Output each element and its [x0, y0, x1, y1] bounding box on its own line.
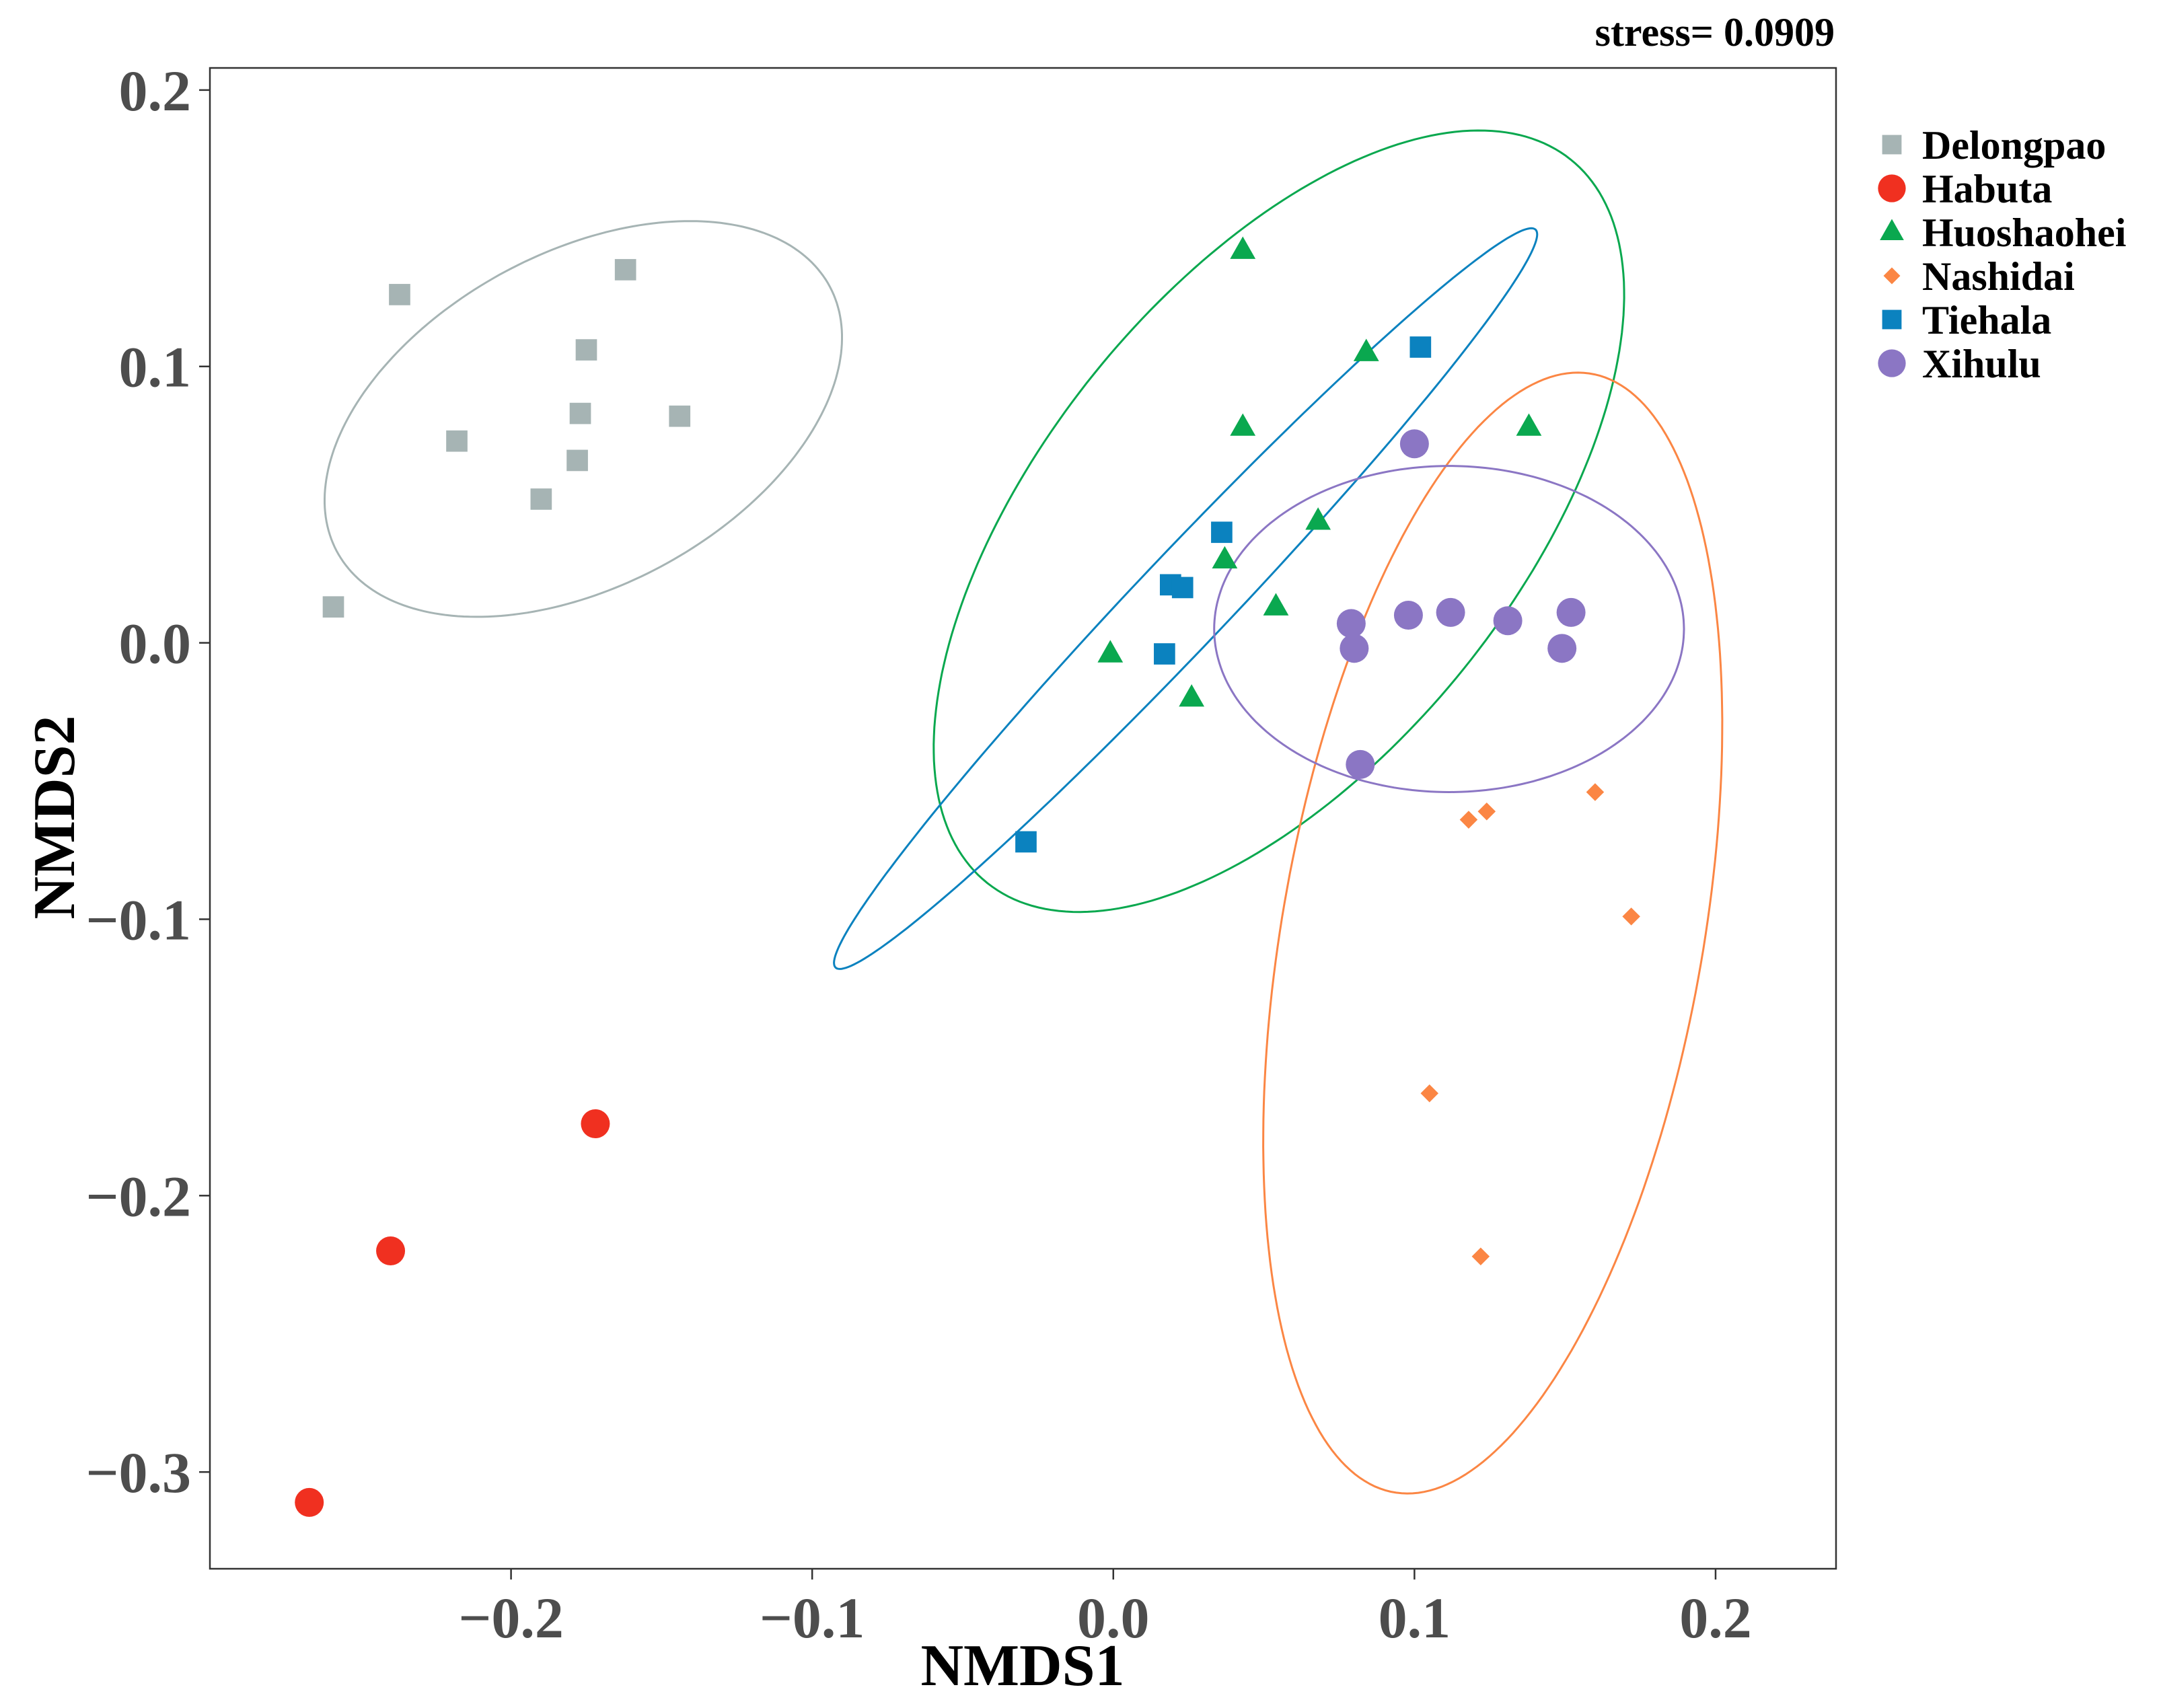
legend-label: Tiehala	[1922, 298, 2051, 342]
point-xihulu	[1556, 597, 1586, 627]
stress-annotation: stress= 0.0909	[1595, 10, 1835, 54]
legend-label: Delongpao	[1922, 123, 2106, 168]
point-tiehala	[1211, 521, 1233, 544]
legend-key-habuta	[1878, 174, 1906, 202]
point-nashidai	[1471, 1247, 1490, 1265]
point-habuta	[295, 1487, 324, 1517]
point-huoshaohei	[1305, 507, 1331, 530]
point-xihulu	[1346, 749, 1375, 779]
point-nashidai	[1420, 1084, 1439, 1103]
legend-item-habuta: Habuta	[1878, 167, 2052, 211]
x-tick-label: −0.1	[760, 1586, 865, 1650]
point-huoshaohei	[1097, 640, 1124, 663]
legend-item-huoshaohei: Huoshaohei	[1880, 211, 2126, 255]
point-delongpao	[566, 449, 588, 472]
point-nashidai	[1586, 783, 1605, 801]
legend-label: Huoshaohei	[1922, 211, 2126, 255]
x-axis-title: NMDS1	[920, 1633, 1124, 1699]
plot-panel-border	[209, 67, 1837, 1570]
point-delongpao	[389, 284, 410, 305]
y-axis-title: NMDS2	[22, 715, 87, 919]
legend-item-tiehala: Tiehala	[1882, 298, 2051, 342]
legend-key-huoshaohei	[1880, 219, 1904, 240]
point-huoshaohei	[1230, 413, 1256, 436]
point-tiehala	[1171, 577, 1194, 599]
legend-item-delongpao: Delongpao	[1882, 123, 2106, 168]
point-xihulu	[1340, 634, 1369, 663]
ellipse-xihulu	[1213, 465, 1685, 794]
point-nashidai	[1459, 811, 1478, 829]
ellipse-tiehala	[833, 227, 1539, 970]
point-delongpao	[669, 405, 691, 427]
point-xihulu	[1336, 609, 1366, 638]
point-huoshaohei	[1516, 413, 1542, 436]
y-tick-label: −0.2	[85, 1164, 191, 1228]
point-delongpao	[530, 488, 552, 510]
point-xihulu	[1547, 634, 1577, 663]
point-delongpao	[446, 430, 468, 452]
point-habuta	[581, 1109, 610, 1139]
point-xihulu	[1493, 606, 1523, 636]
point-delongpao	[322, 596, 344, 618]
point-delongpao	[575, 339, 597, 361]
point-delongpao	[614, 259, 636, 281]
x-tick-label: 0.1	[1379, 1586, 1451, 1650]
legend-key-xihulu	[1878, 349, 1906, 377]
point-tiehala	[1154, 643, 1175, 665]
y-tick-label: 0.1	[119, 335, 192, 400]
legend-key-nashidai	[1883, 267, 1901, 285]
point-delongpao	[569, 402, 591, 424]
point-huoshaohei	[1263, 593, 1289, 616]
point-huoshaohei	[1230, 236, 1256, 259]
y-tick-label: −0.1	[85, 887, 191, 952]
x-tick-label: 0.2	[1679, 1586, 1752, 1650]
y-tick-label: −0.3	[85, 1440, 191, 1505]
point-nashidai	[1622, 907, 1640, 926]
x-tick-label: −0.2	[458, 1586, 564, 1650]
point-huoshaohei	[1179, 684, 1205, 707]
legend-key-tiehala	[1882, 309, 1902, 330]
ellipse-delongpao	[324, 220, 843, 618]
point-huoshaohei	[1353, 338, 1379, 361]
point-nashidai	[1477, 802, 1496, 821]
legend-key-delongpao	[1882, 135, 1902, 155]
y-tick-label: 0.0	[119, 611, 192, 676]
point-huoshaohei	[1212, 546, 1238, 568]
point-xihulu	[1399, 429, 1429, 459]
point-xihulu	[1393, 601, 1423, 630]
y-tick-label: 0.2	[119, 59, 192, 123]
point-habuta	[376, 1236, 406, 1266]
legend-label: Nashidai	[1922, 254, 2075, 299]
points-layer	[295, 236, 1640, 1517]
legend-label: Habuta	[1922, 167, 2052, 211]
point-tiehala	[1409, 336, 1432, 358]
x-tick-label: 0.0	[1077, 1586, 1150, 1650]
legend-item-nashidai: Nashidai	[1883, 254, 2075, 299]
point-xihulu	[1436, 597, 1465, 627]
legend: DelongpaoHabutaHuoshaoheiNashidaiTiehala…	[1878, 123, 2126, 386]
ellipse-huoshaohei	[932, 129, 1625, 914]
legend-label: Xihulu	[1922, 342, 2041, 386]
legend-item-xihulu: Xihulu	[1878, 342, 2041, 386]
point-tiehala	[1015, 831, 1037, 853]
axes-layer: −0.2 −0.1 0.0 0.1 0.2 0.2 0.1 0.0 −0.1 −0.2 −0.3	[85, 59, 1751, 1650]
